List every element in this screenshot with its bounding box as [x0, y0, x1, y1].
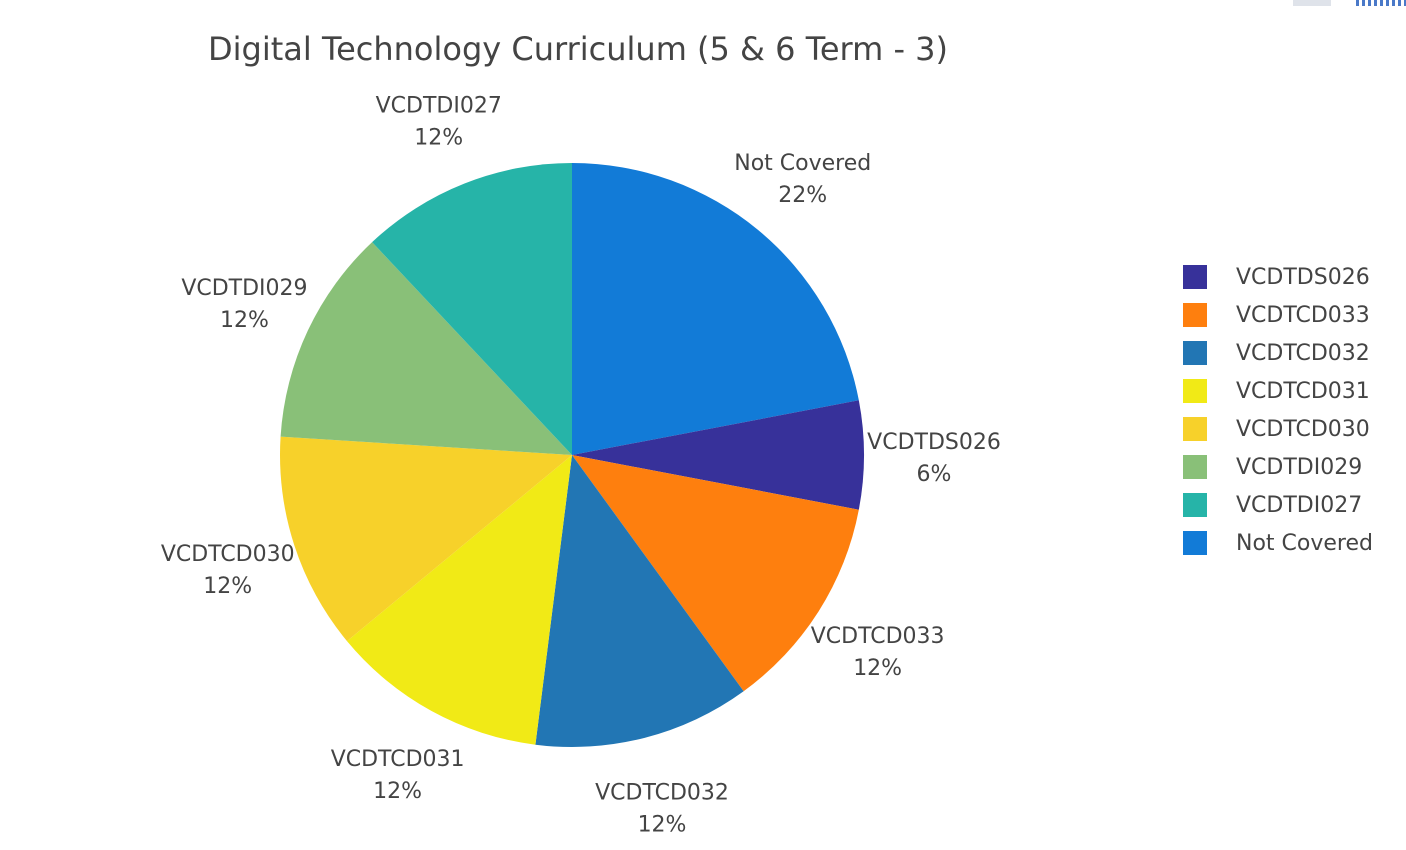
slice-label-percent: 6% — [917, 462, 952, 487]
legend-item-vcdtds026[interactable]: VCDTDS026 — [1183, 258, 1373, 296]
slice-label-name: VCDTDS026 — [867, 430, 1001, 455]
toolbar-bars-icon[interactable] — [1356, 0, 1406, 6]
legend-item-vcdtcd033[interactable]: VCDTCD033 — [1183, 296, 1373, 334]
legend-swatch — [1183, 531, 1207, 555]
legend-item-vcdtdi029[interactable]: VCDTDI029 — [1183, 448, 1373, 486]
legend-label: VCDTCD032 — [1236, 340, 1370, 366]
legend-label: VCDTCD031 — [1236, 378, 1370, 404]
legend-swatch — [1183, 341, 1207, 365]
pie-slice-vcdtcd033[interactable] — [572, 455, 859, 692]
slice-label-percent: 12% — [203, 574, 252, 599]
slice-label-vcdtcd033: VCDTCD033 12% — [811, 624, 945, 681]
slice-label-percent: 12% — [414, 125, 463, 150]
slice-label-vcdtdi027: VCDTDI027 12% — [376, 93, 502, 150]
legend-swatch — [1183, 265, 1207, 289]
legend-item-vcdtdi027[interactable]: VCDTDI027 — [1183, 486, 1373, 524]
slice-label-vcdtcd032: VCDTCD032 12% — [595, 781, 729, 838]
slice-label-percent: 12% — [638, 813, 687, 838]
legend-item-vcdtcd030[interactable]: VCDTCD030 — [1183, 410, 1373, 448]
toolbar-button-icon[interactable] — [1293, 0, 1331, 6]
legend-item-not-covered[interactable]: Not Covered — [1183, 524, 1373, 562]
slice-label-vcdtdi029: VCDTDI029 12% — [181, 276, 307, 333]
pie-slice-vcdtds026[interactable] — [572, 400, 865, 510]
legend-swatch — [1183, 417, 1207, 441]
pie-slice-vcdtcd031[interactable] — [347, 455, 572, 745]
pie-slice-vcdtcd030[interactable] — [280, 436, 572, 642]
legend-label: VCDTDS026 — [1236, 264, 1370, 290]
slice-label-vcdtds026: VCDTDS026 6% — [867, 430, 1001, 487]
slice-label-name: VCDTCD032 — [595, 781, 729, 806]
slice-label-name: VCDTCD031 — [331, 747, 465, 772]
slice-label-name: VCDTCD030 — [161, 542, 295, 567]
legend-swatch — [1183, 493, 1207, 517]
slice-label-not-covered: Not Covered 22% — [734, 151, 871, 208]
slice-label-name: VCDTDI029 — [181, 276, 307, 301]
slice-label-vcdtcd030: VCDTCD030 12% — [161, 542, 295, 599]
slice-label-percent: 12% — [220, 308, 269, 333]
slice-label-vcdtcd031: VCDTCD031 12% — [331, 747, 465, 804]
legend-swatch — [1183, 455, 1207, 479]
legend-swatch — [1183, 379, 1207, 403]
legend-item-vcdtcd031[interactable]: VCDTCD031 — [1183, 372, 1373, 410]
legend-swatch — [1183, 303, 1207, 327]
legend-label: Not Covered — [1236, 530, 1373, 556]
slice-label-percent: 22% — [778, 183, 827, 208]
slice-label-percent: 12% — [373, 779, 422, 804]
legend: VCDTDS026 VCDTCD033 VCDTCD032 VCDTCD031 VCDT… — [1183, 258, 1373, 562]
slice-label-percent: 12% — [853, 656, 902, 681]
slice-label-name: Not Covered — [734, 151, 871, 176]
slice-label-name: VCDTCD033 — [811, 624, 945, 649]
legend-label: VCDTCD030 — [1236, 416, 1370, 442]
pie-slice-not-covered[interactable] — [572, 163, 859, 455]
pie-slice-vcdtcd032[interactable] — [535, 455, 744, 747]
legend-item-vcdtcd032[interactable]: VCDTCD032 — [1183, 334, 1373, 372]
legend-label: VCDTCD033 — [1236, 302, 1370, 328]
chart-title: Digital Technology Curriculum (5 & 6 Ter… — [208, 30, 948, 68]
pie-slice-vcdtdi029[interactable] — [280, 242, 572, 455]
legend-label: VCDTDI029 — [1236, 454, 1363, 480]
legend-label: VCDTDI027 — [1236, 492, 1363, 518]
pie-slice-vcdtdi027[interactable] — [372, 163, 572, 455]
slice-label-name: VCDTDI027 — [376, 93, 502, 118]
